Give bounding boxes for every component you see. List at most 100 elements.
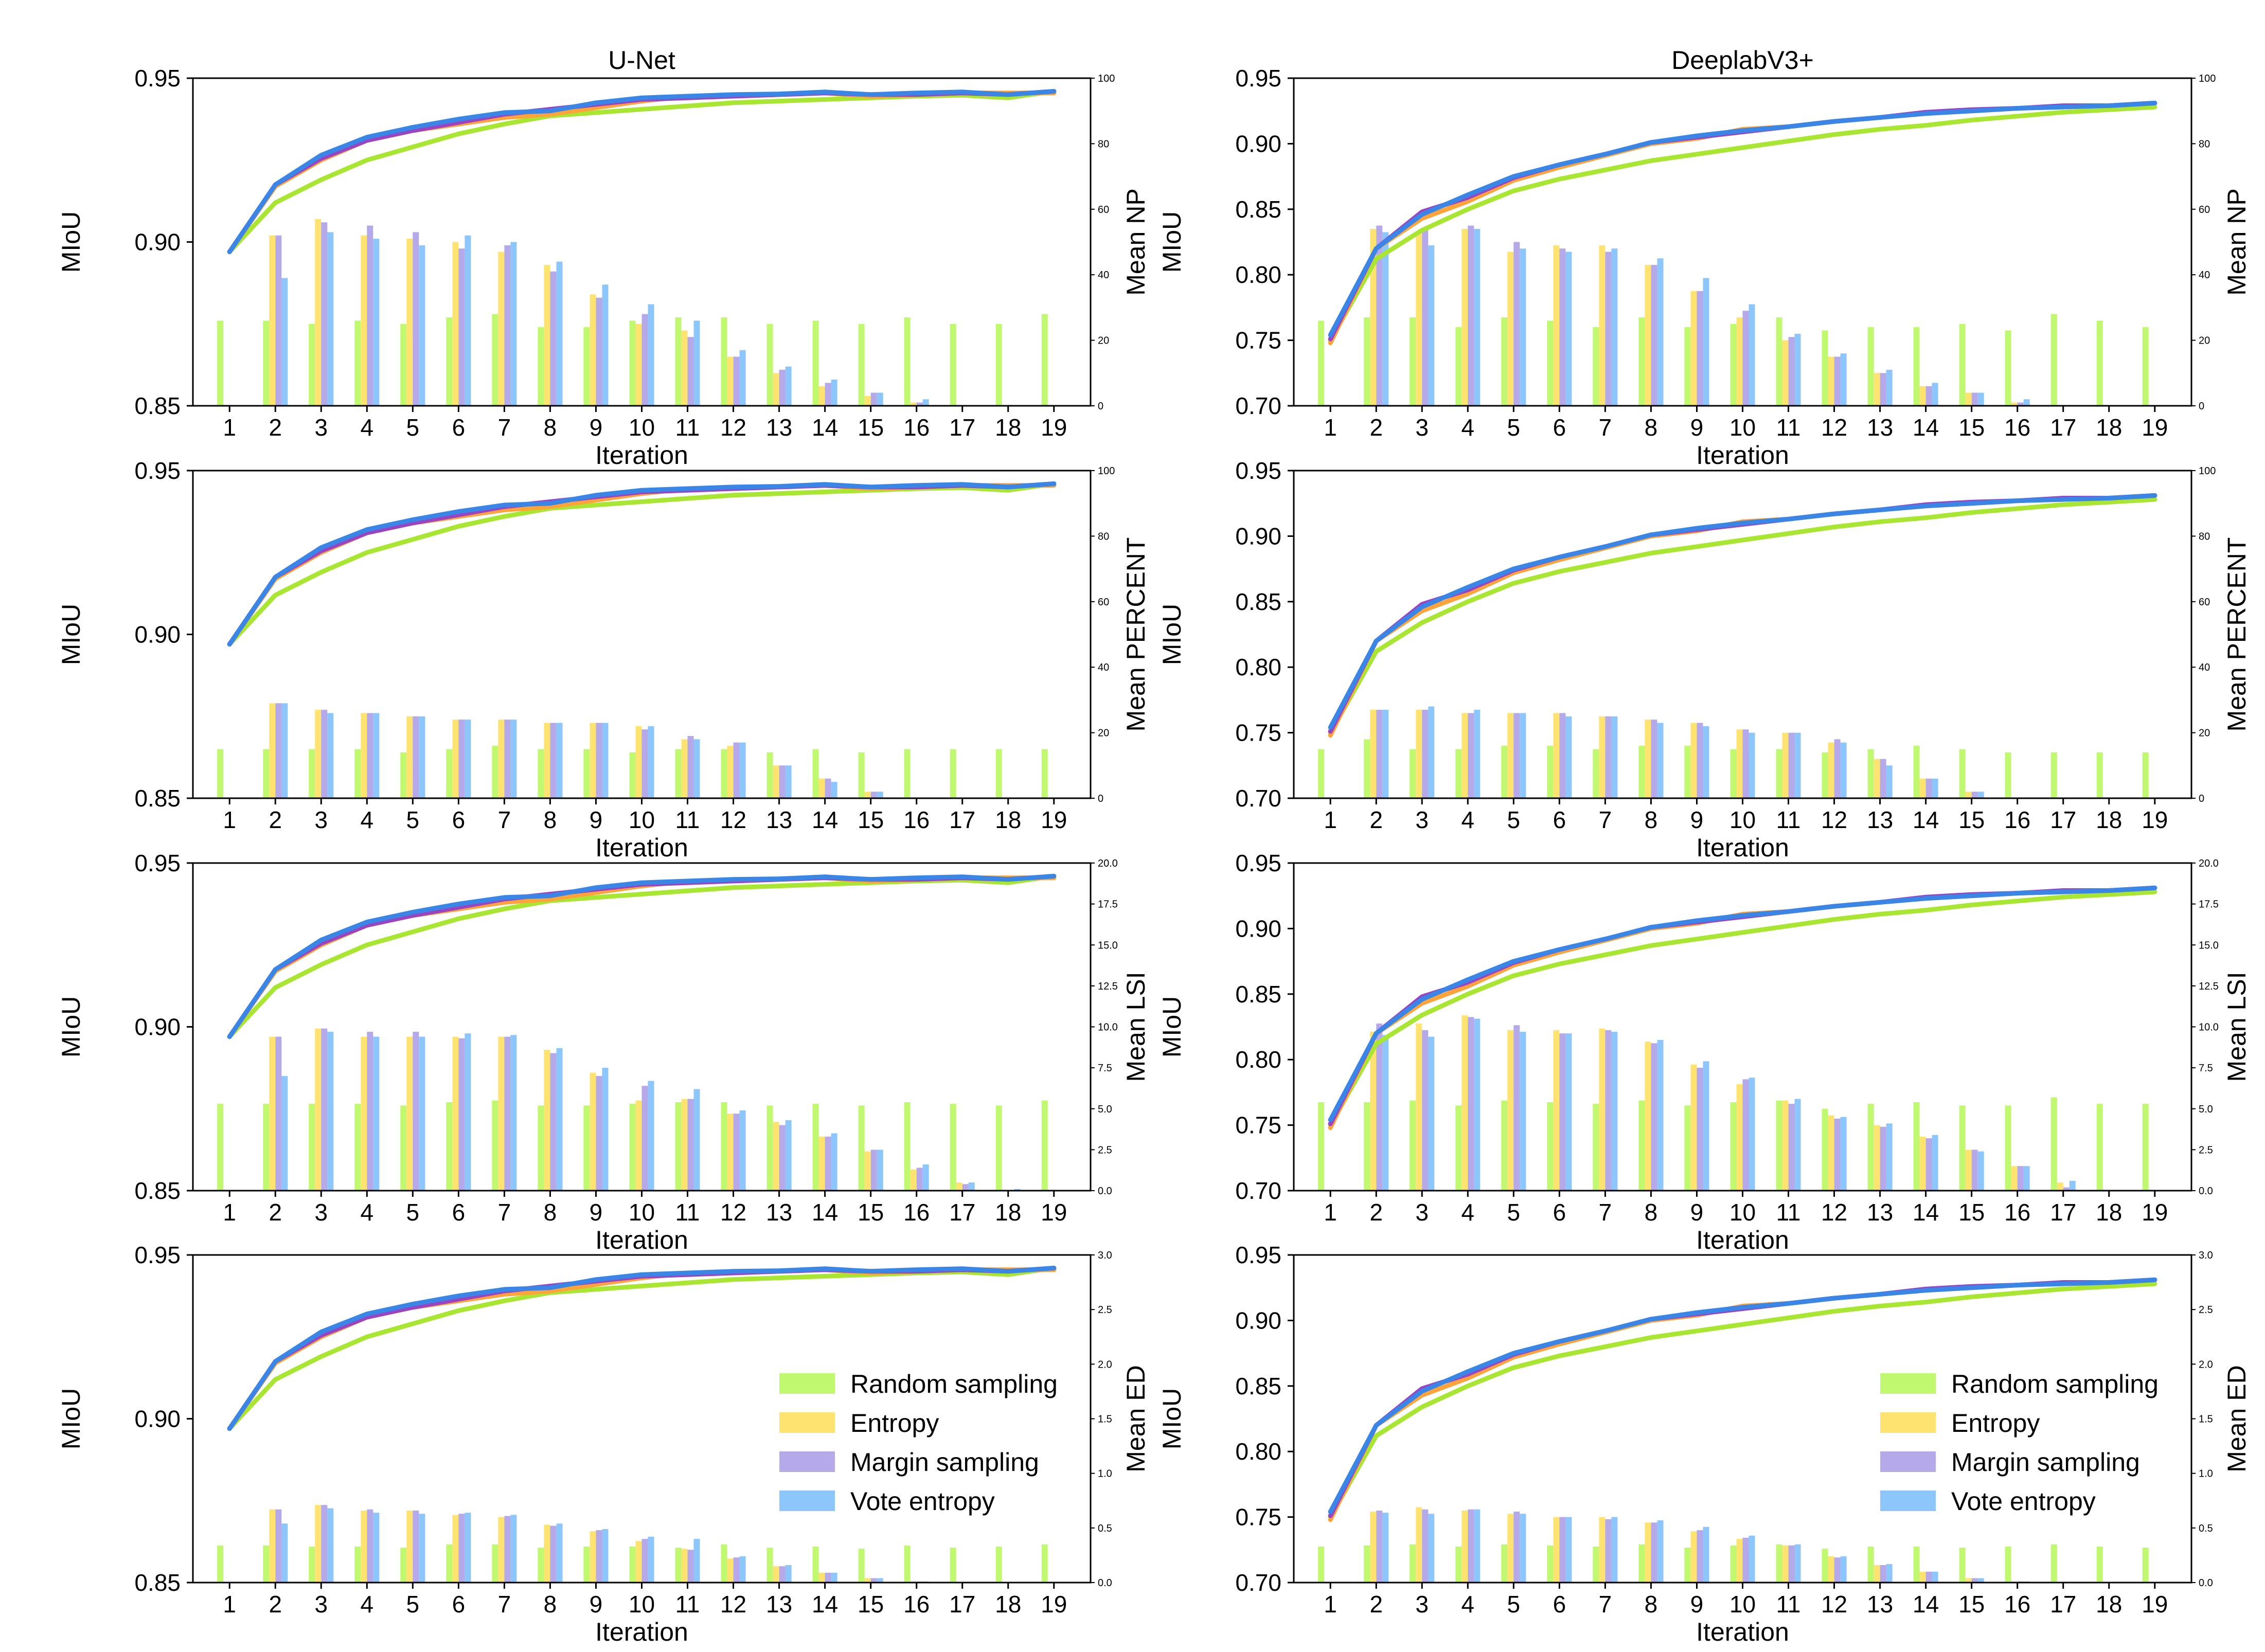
bar-vote-entropy: [1794, 1544, 1801, 1583]
bar-entropy: [818, 1136, 825, 1191]
bar-entropy: [1645, 1042, 1651, 1191]
bar-margin-sampling: [550, 723, 557, 798]
x-tick-label: 10: [1729, 806, 1756, 833]
bar-margin-sampling: [1697, 1068, 1703, 1191]
bar-entropy: [1599, 716, 1606, 799]
bar-entropy: [1370, 1032, 1377, 1191]
bar-vote-entropy: [1977, 392, 1984, 406]
y2-tick-label: 20: [1098, 728, 1109, 739]
bar-entropy: [590, 1531, 596, 1583]
x-tick-label: 9: [1690, 806, 1704, 833]
y2-tick-label: 1.5: [1098, 1414, 1112, 1425]
bar-margin-sampling: [1422, 710, 1429, 798]
bar-random-sampling: [1547, 1545, 1554, 1583]
y-tick-label: 0.70: [1235, 1569, 1281, 1596]
bar-vote-entropy: [1749, 1078, 1755, 1191]
bar-entropy: [1599, 245, 1606, 406]
legend-swatch-vote-entropy: [1880, 1491, 1936, 1511]
bar-margin-sampling: [367, 1509, 373, 1583]
y-tick-label: 0.80: [1235, 1046, 1281, 1073]
x-tick-label: 11: [675, 806, 700, 833]
legend-label: Margin sampling: [850, 1448, 1039, 1477]
bar-entropy: [269, 703, 276, 798]
line-margin-sampling: [227, 874, 1057, 1039]
x-axis-label: Iteration: [1696, 1618, 1789, 1646]
bar-random-sampling: [1501, 1100, 1508, 1191]
bar-vote-entropy: [785, 366, 792, 406]
bar-random-sampling: [812, 320, 819, 406]
bar-margin-sampling: [413, 232, 419, 406]
x-tick-label: 3: [1415, 1199, 1429, 1226]
x-tick-label: 17: [949, 806, 975, 833]
bar-entropy: [544, 723, 550, 798]
bar-random-sampling: [1822, 330, 1828, 406]
bar-vote-entropy: [1932, 778, 1938, 798]
bar-margin-sampling: [779, 369, 786, 406]
bar-margin-sampling: [962, 1184, 969, 1191]
bar-margin-sampling: [1971, 792, 1978, 798]
bar-random-sampling: [2096, 320, 2103, 406]
x-tick-label: 9: [590, 806, 603, 833]
bar-random-sampling: [1318, 749, 1325, 798]
x-tick-label: 12: [720, 806, 746, 833]
bar-random-sampling: [812, 749, 819, 798]
bar-vote-entropy: [1428, 245, 1435, 406]
y2-tick-label: 60: [2199, 597, 2210, 608]
bar-entropy: [361, 235, 367, 406]
bar-entropy: [1874, 759, 1880, 798]
line-margin-sampling: [1328, 100, 2157, 342]
x-tick-label: 5: [406, 414, 420, 441]
bar-margin-sampling: [1376, 225, 1383, 406]
bar-vote-entropy: [1611, 1517, 1618, 1583]
bar-random-sampling: [1913, 1102, 1920, 1191]
x-tick-label: 17: [949, 1591, 975, 1618]
bar-random-sampling: [950, 749, 956, 798]
bar-margin-sampling: [1468, 1017, 1474, 1191]
x-tick-label: 15: [1958, 1199, 1985, 1226]
x-tick-label: 14: [1913, 1591, 1939, 1618]
y-tick-label: 0.95: [134, 457, 181, 484]
bar-entropy: [315, 1028, 322, 1191]
bar-vote-entropy: [1886, 1564, 1893, 1583]
bar-entropy: [1736, 729, 1743, 798]
bar-entropy: [544, 1524, 550, 1583]
x-tick-label: 3: [1415, 414, 1429, 441]
bar-entropy: [1736, 1084, 1743, 1191]
bar-entropy: [635, 1541, 642, 1583]
bar-entropy: [498, 252, 505, 406]
bar-vote-entropy: [785, 1565, 792, 1583]
x-tick-label: 2: [1369, 1199, 1383, 1226]
y2-tick-label: 17.5: [1098, 899, 1118, 910]
bar-random-sampling: [263, 749, 270, 798]
bar-random-sampling: [446, 749, 453, 798]
bar-entropy: [864, 792, 871, 798]
bar-vote-entropy: [556, 261, 563, 406]
bar-margin-sampling: [367, 225, 373, 406]
bar-random-sampling: [309, 1546, 315, 1583]
bar-random-sampling: [217, 320, 224, 406]
y2-tick-label: 10.0: [1098, 1022, 1118, 1033]
bar-entropy: [406, 239, 413, 406]
bar-margin-sampling: [1605, 1519, 1612, 1583]
bar-entropy: [498, 1517, 505, 1583]
bar-vote-entropy: [739, 1110, 746, 1191]
bar-vote-entropy: [2023, 1166, 2030, 1191]
bar-vote-entropy: [1703, 1061, 1709, 1191]
y-tick-label: 0.90: [134, 229, 181, 256]
y-tick-label: 0.70: [1235, 785, 1281, 812]
y-tick-label: 0.75: [1235, 1504, 1281, 1531]
bar-margin-sampling: [1880, 373, 1886, 406]
x-tick-label: 16: [903, 414, 930, 441]
line-entropy: [227, 483, 1057, 647]
bar-random-sampling: [1730, 324, 1737, 406]
bar-random-sampling: [446, 1544, 453, 1583]
bar-vote-entropy: [1840, 1117, 1847, 1191]
line-random-sampling: [227, 89, 1057, 255]
x-axis-label: Iteration: [595, 1226, 688, 1254]
bar-random-sampling: [995, 749, 1002, 798]
bar-random-sampling: [675, 749, 682, 798]
x-tick-label: 3: [314, 1591, 328, 1618]
bar-margin-sampling: [779, 1566, 786, 1583]
y2-tick-label: 80: [1098, 531, 1109, 542]
bar-random-sampling: [354, 1546, 361, 1583]
